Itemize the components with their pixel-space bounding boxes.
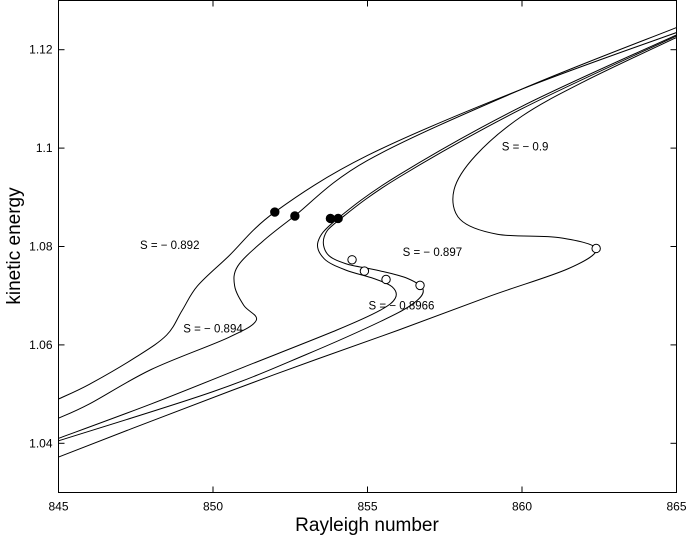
- y-tick-label: 1.12: [29, 43, 53, 57]
- curve-series-3: [58, 34, 677, 439]
- filled-marker: [325, 213, 336, 224]
- open-marker: [359, 266, 370, 276]
- markers: [270, 207, 601, 291]
- y-axis-ticks: 1.04 1.06 1.08 1.1 1.12: [29, 43, 677, 450]
- filled-marker: [333, 213, 343, 224]
- y-tick-label: 1.06: [29, 338, 53, 352]
- x-tick-label: 850: [203, 500, 223, 514]
- x-tick-label: 865: [666, 500, 686, 514]
- open-marker: [381, 274, 391, 285]
- x-tick-label: 845: [48, 500, 68, 514]
- x-tick-label: 855: [357, 500, 377, 514]
- filled-marker: [270, 207, 280, 217]
- curve-label-1: S = − 0.892: [140, 240, 199, 252]
- curve-series-2: [58, 27, 677, 419]
- filled-marker: [290, 211, 300, 221]
- open-marker: [415, 280, 425, 291]
- open-marker: [347, 255, 357, 265]
- y-tick-label: 1.08: [29, 240, 53, 254]
- curve-label-4: S = − 0.897: [403, 247, 462, 259]
- y-axis-label: kinetic energy: [4, 187, 25, 305]
- curve-series-5: [58, 36, 677, 458]
- x-axis-ticks: 845 850 855 860 865: [48, 0, 687, 514]
- curve-series-4: [58, 35, 677, 442]
- x-tick-label: 860: [512, 500, 532, 514]
- curve-series-1: [58, 32, 677, 400]
- y-tick-label: 1.1: [36, 141, 53, 155]
- curve-label-2: S = − 0.894: [183, 324, 243, 336]
- curves: [58, 27, 677, 458]
- curve-labels: S = − 0.892 S = − 0.894 S = − 0.8966 S = − …: [140, 142, 548, 336]
- y-tick-label: 1.04: [29, 436, 53, 450]
- curve-label-3: S = − 0.8966: [369, 300, 435, 312]
- open-marker: [591, 243, 601, 254]
- x-axis-label: Rayleigh number: [295, 515, 439, 536]
- curve-label-5: S = − 0.9: [502, 142, 549, 154]
